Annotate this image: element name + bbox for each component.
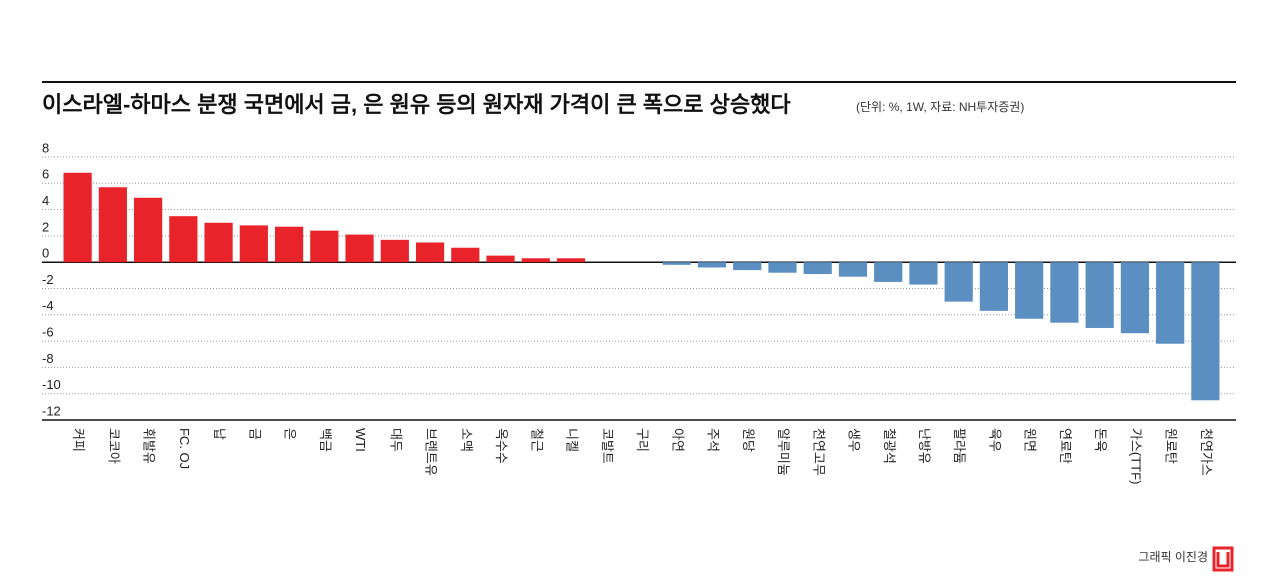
bar: [556, 258, 586, 263]
bar: [768, 262, 797, 273]
y-tick-label: 2: [42, 219, 49, 234]
x-tick-label: 팔라듐: [952, 428, 967, 464]
x-tick-label: FC. OJ: [177, 428, 192, 469]
y-tick-label: 6: [42, 167, 49, 182]
x-tick-label: 돈육: [1093, 428, 1108, 452]
x-tick-label: 금: [247, 428, 262, 440]
x-tick-label: 원료탄: [1164, 428, 1179, 464]
chart-title: 이스라엘-하마스 분쟁 국면에서 금, 은 원유 등의 원자재 가격이 큰 폭으…: [42, 92, 791, 117]
y-tick-label: -12: [42, 403, 61, 418]
x-tick-label: 생우: [847, 428, 862, 452]
x-tick-label: 대두: [388, 428, 403, 452]
bar: [1120, 262, 1149, 334]
bar: [486, 255, 515, 263]
y-tick-label: -2: [42, 272, 54, 287]
bar: [380, 239, 409, 263]
x-tick-label: 코코아: [106, 428, 121, 464]
bar: [733, 262, 762, 271]
x-tick-label: 원당: [741, 428, 756, 452]
bar: [662, 262, 691, 265]
y-tick-label: 8: [42, 140, 49, 155]
x-tick-label: 구리: [635, 428, 650, 452]
bar: [979, 262, 1009, 311]
bar: [944, 262, 973, 302]
x-tick-label: 천연고무: [811, 428, 826, 476]
bar: [1191, 262, 1220, 401]
x-tick-label: 육우: [987, 428, 1002, 452]
x-tick-label: 브렌트유: [424, 428, 439, 476]
bar: [134, 197, 163, 263]
x-tick-label: 커피: [71, 428, 86, 452]
bar: [1015, 262, 1044, 319]
bar: [239, 225, 268, 263]
y-tick-label: -8: [42, 351, 54, 366]
bar: [345, 234, 374, 263]
x-tick-label: 주석: [706, 428, 721, 452]
x-tick-label: WTI: [353, 428, 368, 452]
x-tick-label: 철근: [529, 428, 544, 452]
y-tick-label: 0: [42, 246, 49, 261]
x-tick-label: 연료탄: [1058, 428, 1073, 464]
x-tick-label: 은: [283, 428, 298, 440]
bar: [909, 262, 938, 285]
x-tick-label: 난방유: [917, 428, 932, 464]
bar: [838, 262, 868, 277]
bar: [204, 222, 233, 263]
logo: [1212, 546, 1234, 572]
x-tick-label: 납: [212, 428, 227, 440]
x-tick-label: 천연가스: [1199, 428, 1214, 476]
y-tick-label: -6: [42, 325, 54, 340]
x-tick-label: 코발트: [600, 428, 615, 464]
bar: [1085, 262, 1114, 328]
y-tick-label: -4: [42, 298, 54, 313]
bar: [697, 262, 727, 268]
chart-subtitle: (단위: %, 1W, 자료: NH투자증권): [856, 100, 1024, 114]
bar: [1050, 262, 1079, 323]
bar: [169, 216, 198, 263]
bar: [451, 247, 480, 263]
y-tick-label: 4: [42, 193, 49, 208]
x-tick-label: 백금: [318, 428, 333, 452]
bar: [521, 258, 550, 263]
x-tick-label: 니켈: [565, 428, 580, 452]
bar: [1156, 262, 1185, 344]
credit: 그래픽 이진경: [1138, 550, 1208, 564]
bar: [63, 172, 92, 263]
bar: [274, 226, 304, 263]
bar: [803, 262, 832, 275]
bar: [98, 187, 127, 263]
x-tick-label: 원면: [1023, 428, 1038, 452]
bar: [415, 242, 445, 263]
y-tick-label: -10: [42, 377, 61, 392]
x-tick-label: 휘발유: [142, 428, 157, 464]
x-tick-label: 아연: [670, 428, 685, 452]
x-tick-label: 철광석: [882, 428, 897, 464]
bar: [874, 262, 903, 282]
x-tick-label: 옥수수: [494, 428, 509, 464]
x-tick-label: 가스(TTF): [1128, 428, 1143, 484]
bar: [310, 230, 339, 263]
x-tick-label: 소맥: [459, 428, 474, 452]
x-tick-label: 알루미늄: [776, 428, 791, 476]
